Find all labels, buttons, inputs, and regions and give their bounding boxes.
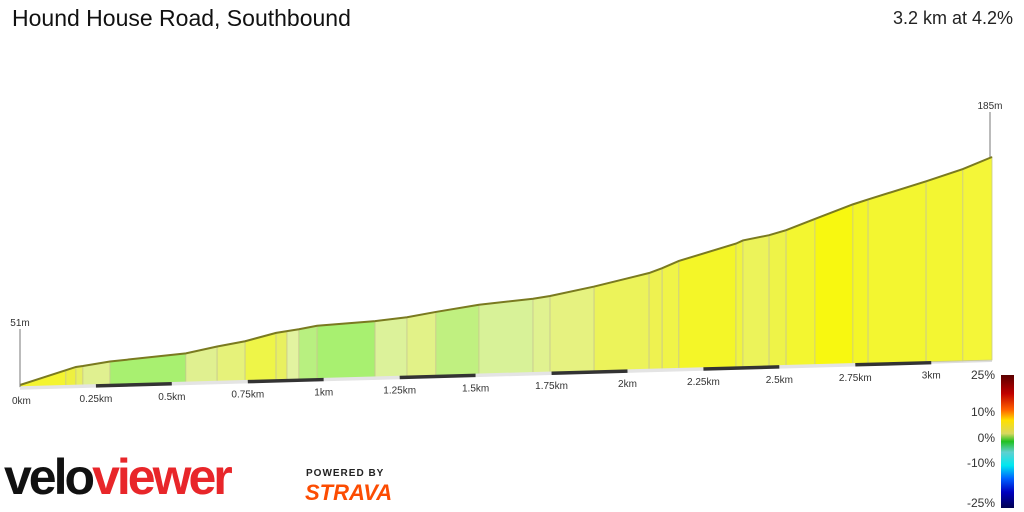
x-tick-label: 1km [314,388,333,399]
gradient-segment [75,365,84,386]
gradient-segment [785,218,816,367]
gradient-segment [735,239,744,368]
distance-scale-bar [95,382,172,388]
logo-part-velo: velo [4,449,95,505]
gradient-segment [661,260,680,370]
gradient-segment [532,295,551,374]
gradient-segment [435,304,480,376]
distance-scale-bar [703,365,780,371]
x-tick-label: 1.5km [462,383,489,394]
distance-scale-bar [247,377,324,384]
page-title: Hound House Road, Southbound [12,5,351,31]
x-tick-label: 2.75km [839,373,872,384]
x-tick-label: 2.25km [687,377,720,388]
distance-scale-bar [399,373,476,380]
distance-scale-bar [475,371,552,378]
x-tick-label: 0.25km [80,394,113,405]
gradient-segment [867,180,927,364]
powered-by-label: POWERED BY [306,468,385,479]
legend-label: 25% [971,368,995,382]
distance-scale-bar [19,384,96,390]
gradient-segment [962,156,993,362]
gradient-segment [925,168,964,363]
gradient-segment [316,320,376,380]
strava-logo: STRAVA [305,480,393,505]
gradient-segment [852,198,869,365]
gradient-segment [374,316,408,378]
x-tick-label: 0.75km [231,390,264,401]
distance-scale-bar [627,367,704,373]
x-tick-label: 1.75km [535,381,568,392]
distance-scale-bar [171,379,248,386]
gradient-segment [593,272,650,372]
gradient-segment [406,311,437,377]
gradient-segment [286,328,300,380]
gradient-segment [814,203,854,366]
x-tick-label: 2.5km [766,375,793,386]
gradient-segment [216,340,246,382]
veloviewer-logo: veloviewer [4,448,233,506]
x-tick-label: 3km [922,371,941,382]
gradient-segment [768,229,787,367]
logo-part-viewer: viewer [92,449,233,505]
gradient-segment [478,298,534,375]
x-tick-label: 1.25km [383,385,416,396]
gradient-color-scale [1001,375,1014,508]
legend-label: -10% [967,456,995,470]
end-elevation-label: 185m [977,101,1002,112]
x-tick-label: 0.5km [158,392,185,403]
legend-label: 10% [971,405,995,419]
legend-label: 0% [978,431,996,445]
gradient-segment [678,243,737,370]
distance-scale-bar [779,363,856,369]
gradient-segment [549,286,595,373]
gradient-segment [275,330,288,381]
segment-summary: 3.2 km at 4.2% [892,8,1013,28]
legend-label: -25% [967,496,995,510]
profile-outline [19,156,993,386]
x-tick-label: 2km [618,379,637,390]
start-elevation-label: 51m [10,318,29,329]
distance-scale-bar [323,375,400,382]
gradient-segment [298,325,318,380]
gradient-segment [742,234,770,368]
x-tick-label: 0km [12,396,31,407]
distance-scale-bar [551,369,628,375]
gradient-segment [648,267,663,370]
distance-scale-bar [855,360,932,367]
